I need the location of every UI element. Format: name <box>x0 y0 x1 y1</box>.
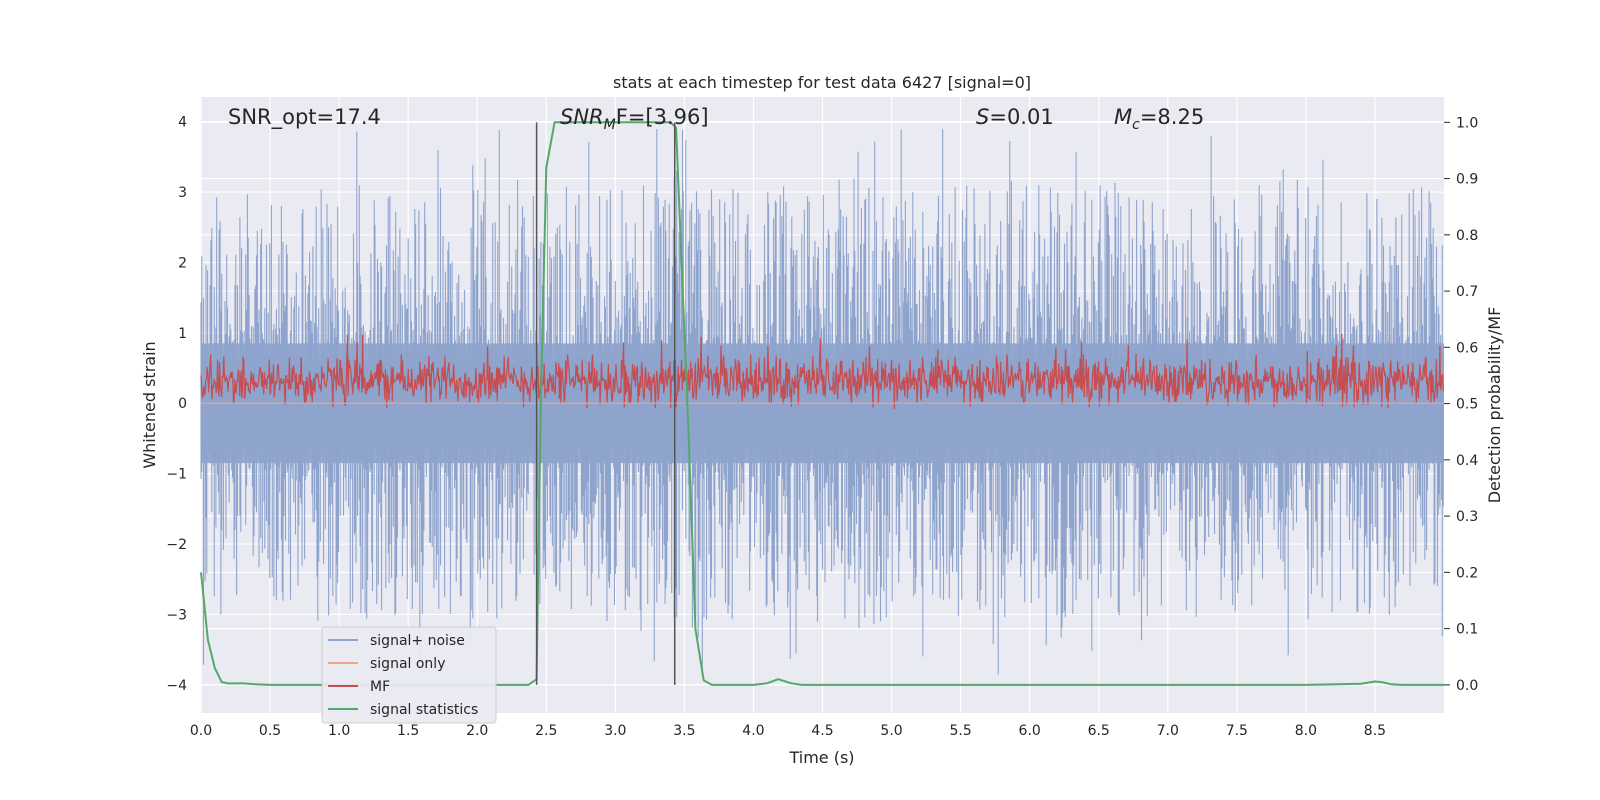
annotation-snr-mf: SNRMF=[3.96] <box>560 105 709 133</box>
x-tick-label: 7.5 <box>1226 723 1248 739</box>
x-tick-label: 5.5 <box>949 723 971 739</box>
legend-label-mf: MF <box>370 679 390 695</box>
mf-line <box>200 333 1444 410</box>
x-tick-label: 2.5 <box>535 723 557 739</box>
x-axis-ticks: 0.0 0.5 1.0 1.5 2.0 2.5 3.0 3.5 4.0 4.5 5.0 5.5 6.0 6… <box>190 723 1386 739</box>
y-right-tick-label: 0.5 <box>1456 397 1478 413</box>
legend: signal+ noise signal only MF signal stat… <box>321 626 497 724</box>
x-tick-label: 1.0 <box>328 723 350 739</box>
y-tick-label: 3 <box>178 185 187 201</box>
y-tick-label: 2 <box>178 255 187 271</box>
x-tick-label: 5.0 <box>880 723 902 739</box>
y-tick-label: 0 <box>178 396 187 412</box>
x-tick-label: 7.0 <box>1157 723 1179 739</box>
y-right-tick-label: 0.4 <box>1456 453 1478 469</box>
y-right-tick-label: 0.3 <box>1456 509 1478 525</box>
y-tick-label: −1 <box>166 467 187 483</box>
x-tick-label: 0.5 <box>259 723 281 739</box>
x-tick-label: 8.5 <box>1364 723 1386 739</box>
x-tick-label: 2.0 <box>466 723 488 739</box>
y-right-tick-label: 0.7 <box>1456 284 1478 300</box>
x-tick-label: 8.0 <box>1295 723 1317 739</box>
y-right-tick-label: 0.9 <box>1456 172 1478 188</box>
series-mf <box>200 333 1444 410</box>
annotation-mc: Mc=8.25 <box>1114 105 1204 133</box>
vertical-markers <box>535 122 676 685</box>
x-tick-label: 3.0 <box>604 723 626 739</box>
legend-label-signal-noise: signal+ noise <box>370 633 465 649</box>
signal-statistics-line <box>200 121 1444 686</box>
y-right-tick-label: 1.0 <box>1456 115 1478 131</box>
legend-box <box>321 626 497 724</box>
y-axis-ticks: −4 −3 −2 −1 0 1 2 3 4 <box>166 115 187 694</box>
x-tick-label: 1.5 <box>397 723 419 739</box>
y-right-tick-label: 0.1 <box>1456 622 1478 638</box>
y-right-tick-label: 0.0 <box>1456 678 1478 694</box>
y-right-tick-label: 0.8 <box>1456 228 1478 244</box>
x-tick-label: 0.0 <box>190 723 212 739</box>
y-right-tick-label: 0.6 <box>1456 340 1478 356</box>
x-tick-label: 3.5 <box>673 723 695 739</box>
annotation-s: S=0.01 <box>976 105 1054 129</box>
legend-label-signal-only: signal only <box>370 656 445 672</box>
x-axis-label: Time (s) <box>788 748 854 767</box>
y-right-axis-ticks: 0.0 0.1 0.2 0.3 0.4 0.5 0.6 0.7 0.8 0.9 1.0 <box>1444 115 1478 694</box>
legend-label-signal-statistics: signal statistics <box>370 702 478 718</box>
y-tick-label: −2 <box>166 537 187 553</box>
x-tick-label: 4.0 <box>742 723 764 739</box>
x-tick-label: 4.5 <box>811 723 833 739</box>
series-signal-statistics <box>200 121 1444 686</box>
y-axis-label: Whitened strain <box>140 341 159 468</box>
x-tick-label: 6.5 <box>1088 723 1110 739</box>
y-right-axis-label: Detection probability/MF <box>1485 307 1504 504</box>
y-right-tick-label: 0.2 <box>1456 565 1478 581</box>
y-tick-label: −4 <box>166 678 187 694</box>
annotation-snr-opt: SNR_opt=17.4 <box>228 105 381 130</box>
chart-title: stats at each timestep for test data 642… <box>613 73 1031 92</box>
y-tick-label: 1 <box>178 326 187 342</box>
x-tick-label: 6.0 <box>1019 723 1041 739</box>
y-tick-label: 4 <box>178 115 187 131</box>
y-tick-label: −3 <box>166 607 187 623</box>
